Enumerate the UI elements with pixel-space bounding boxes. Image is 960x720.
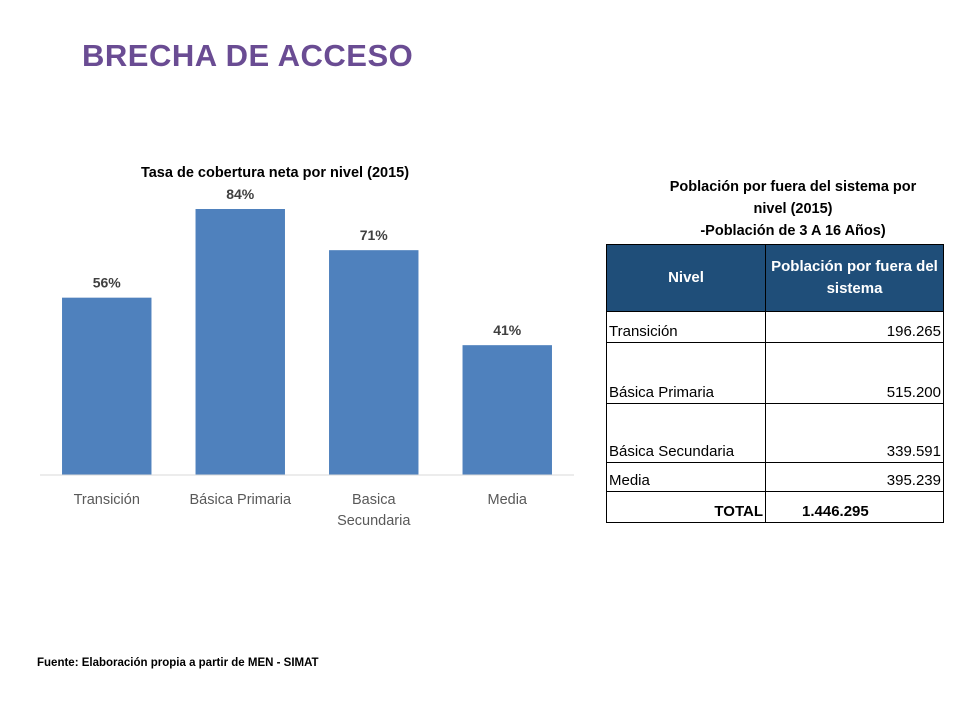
chart-title: Tasa de cobertura neta por nivel (2015) — [141, 165, 409, 181]
bar-3 — [462, 345, 552, 475]
x-tick-label-3: Media — [488, 492, 528, 508]
row-label: Básica Primaria — [606, 342, 766, 404]
x-tick-label-0: Transición — [74, 492, 140, 508]
data-label-0: 56% — [93, 275, 122, 291]
data-label-1: 84% — [226, 186, 255, 202]
bar-0 — [62, 297, 152, 475]
total-label: TOTAL — [606, 491, 766, 523]
table-caption: Población por fuera del sistema por nive… — [628, 176, 958, 242]
row-label: Media — [606, 462, 766, 492]
x-axis-labels: Transición Básica Primaria Basica Secundari… — [74, 492, 528, 529]
coverage-chart-svg: Tasa de cobertura neta por nivel (2015) … — [40, 165, 574, 529]
table-row: Básica Secundaria 339.591 — [606, 403, 944, 463]
row-value: 196.265 — [765, 311, 944, 343]
population-table: Nivel Población por fuera del sistema Tr… — [606, 244, 944, 523]
table-row: Básica Primaria 515.200 — [606, 342, 944, 404]
row-value: 395.239 — [765, 462, 944, 492]
bar-1 — [195, 209, 285, 475]
bars-layer: 56% 84% 71% 41% — [62, 186, 552, 475]
bar-2 — [329, 250, 419, 475]
row-label: Transición — [606, 311, 766, 343]
x-tick-label-2: Secundaria — [337, 513, 411, 529]
table-total-row: TOTAL 1.446.295 — [606, 491, 944, 523]
coverage-chart: Tasa de cobertura neta por nivel (2015) … — [30, 150, 590, 550]
page-title: BRECHA DE ACCESO — [82, 38, 414, 73]
table-caption-line: Población por fuera del sistema por — [669, 179, 917, 195]
row-value: 515.200 — [765, 342, 944, 404]
header-nivel: Nivel — [606, 244, 766, 312]
x-tick-label-2: Basica — [352, 492, 396, 508]
data-label-2: 71% — [360, 227, 389, 243]
table-caption-line: nivel (2015) — [753, 201, 833, 217]
table-row: Media 395.239 — [606, 462, 944, 492]
table-header-row: Nivel Población por fuera del sistema — [606, 244, 944, 312]
row-value: 339.591 — [765, 403, 944, 463]
total-value: 1.446.295 — [765, 491, 944, 523]
table-row: Transición 196.265 — [606, 311, 944, 343]
header-poblacion: Población por fuera del sistema — [765, 244, 944, 312]
table-caption-line: -Población de 3 A 16 Años) — [700, 223, 886, 239]
data-label-3: 41% — [493, 322, 522, 338]
row-label: Básica Secundaria — [606, 403, 766, 463]
source-note: Fuente: Elaboración propia a partir de M… — [37, 657, 319, 669]
x-tick-label-1: Básica Primaria — [189, 492, 291, 508]
